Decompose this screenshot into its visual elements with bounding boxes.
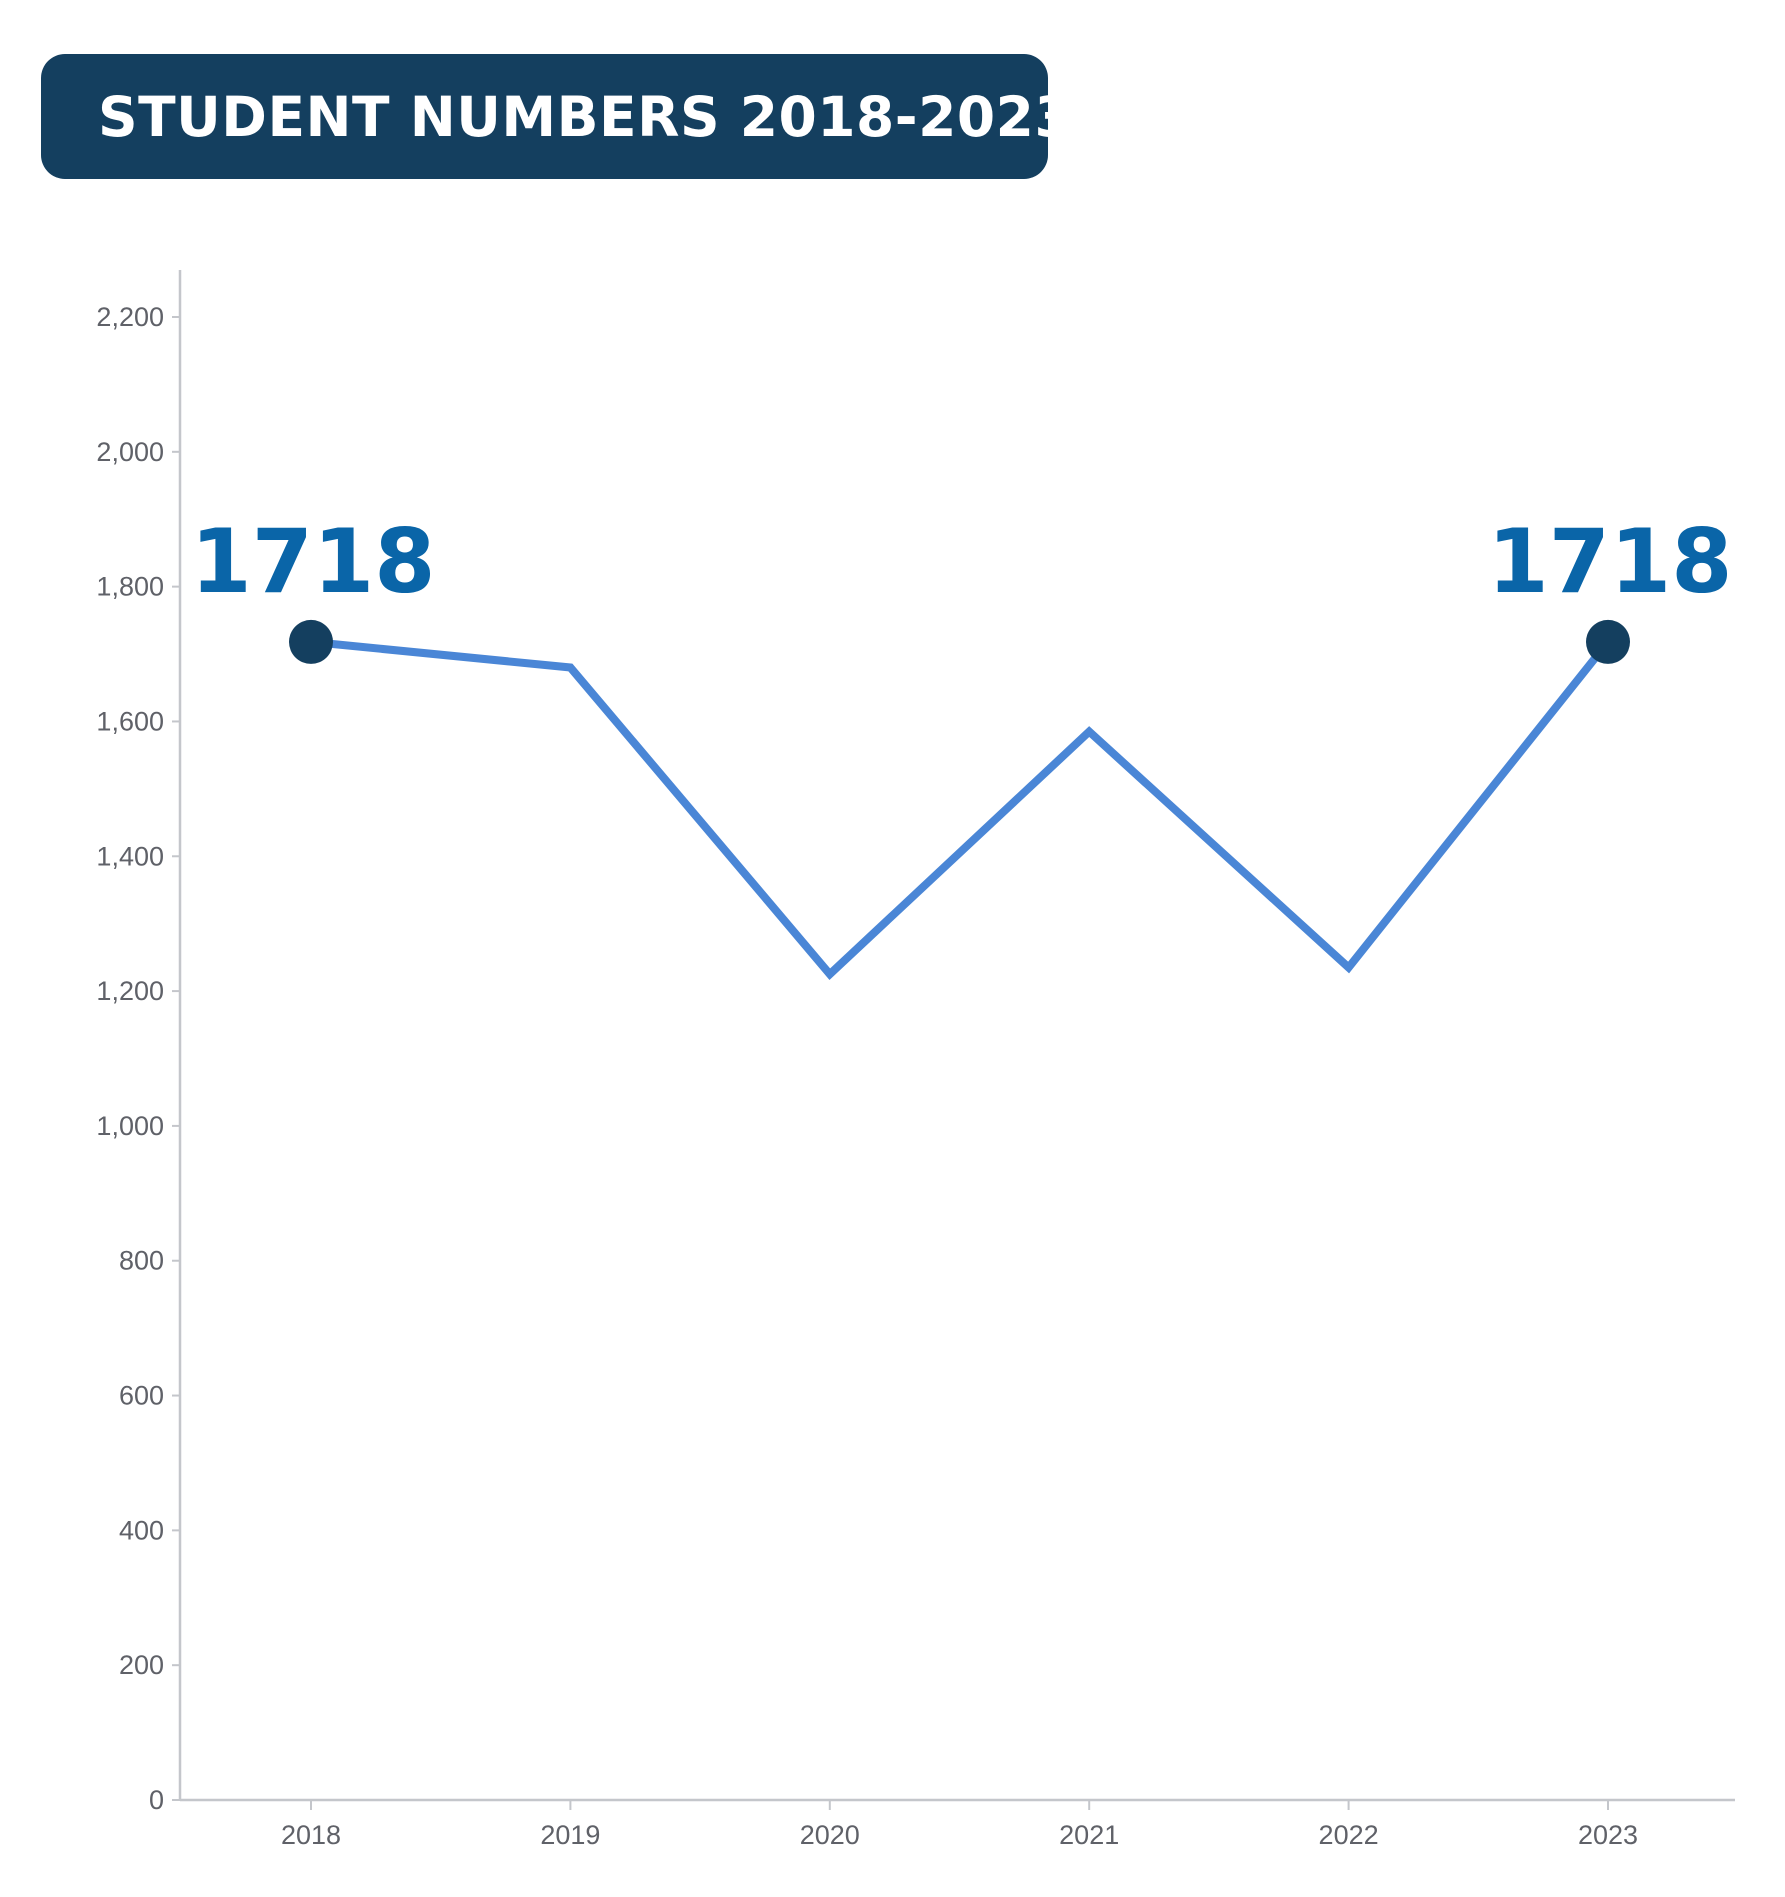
x-tick-label: 2022 — [1319, 1820, 1379, 1850]
chart-axes — [178, 270, 1735, 1802]
x-axis-ticks: 2018 2019 2020 2021 2022 2023 — [281, 1800, 1638, 1850]
y-tick-label: 1,200 — [96, 976, 164, 1006]
value-callout: 1718 — [191, 510, 436, 613]
x-tick-label: 2020 — [800, 1820, 860, 1850]
highlight-marker — [1586, 619, 1630, 664]
series-layer — [310, 637, 1612, 980]
y-tick-label: 400 — [119, 1515, 164, 1545]
y-tick-label: 800 — [119, 1246, 164, 1276]
y-tick-label: 2,200 — [96, 302, 164, 332]
x-tick-label: 2018 — [281, 1820, 341, 1850]
title-banner: STUDENT NUMBERS 2018-2023 — [41, 54, 1073, 179]
y-tick-label: 1,600 — [96, 706, 164, 736]
y-tick-label: 600 — [119, 1381, 164, 1411]
highlight-marker — [289, 619, 333, 664]
x-tick-label: 2021 — [1059, 1820, 1119, 1850]
y-axis-ticks: 0 200 400 600 800 1,000 1,200 1,400 1,600 1,800 2,… — [96, 302, 180, 1815]
chart-title: STUDENT NUMBERS 2018-2023 — [98, 84, 1074, 149]
y-tick-label: 200 — [119, 1650, 164, 1680]
y-tick-label: 1,000 — [96, 1111, 164, 1141]
y-tick-label: 1,800 — [96, 572, 164, 602]
value-callout: 1718 — [1488, 510, 1733, 613]
x-tick-label: 2023 — [1578, 1820, 1638, 1850]
series-line — [310, 637, 1612, 980]
y-tick-label: 0 — [149, 1785, 164, 1815]
y-tick-label: 1,400 — [96, 841, 164, 871]
x-tick-label: 2019 — [540, 1820, 600, 1850]
y-tick-label: 2,000 — [96, 437, 164, 467]
annotations-layer: 1718 1718 — [191, 510, 1733, 664]
